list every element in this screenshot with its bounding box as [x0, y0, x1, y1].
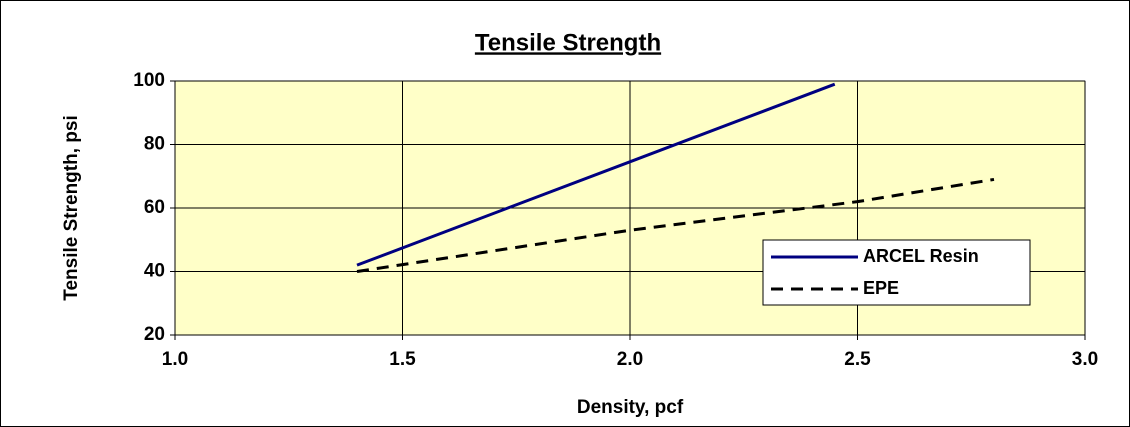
x-tick-label: 2.5	[844, 349, 871, 370]
legend-label: ARCEL Resin	[863, 246, 979, 266]
legend	[762, 239, 1031, 306]
line	[356, 82, 836, 267]
y-tick-label: 40	[144, 261, 165, 282]
x-axis-label: Density, pcf	[577, 397, 684, 418]
y-tick-label: 60	[144, 197, 165, 218]
x-tick-label: 2.0	[617, 349, 643, 370]
x-tick-label: 1.0	[162, 349, 188, 370]
line	[356, 177, 995, 273]
y-tick-label: 20	[144, 324, 165, 345]
legend-label: EPE	[863, 278, 899, 298]
x-tick-label: 1.5	[389, 349, 416, 370]
y-tick-label: 100	[133, 70, 165, 91]
y-axis-label: Tensile Strength, psi	[61, 115, 82, 300]
chart-title: Tensile Strength	[475, 29, 661, 56]
y-tick-label: 80	[144, 134, 165, 155]
x-tick-label: 3.0	[1072, 349, 1098, 370]
